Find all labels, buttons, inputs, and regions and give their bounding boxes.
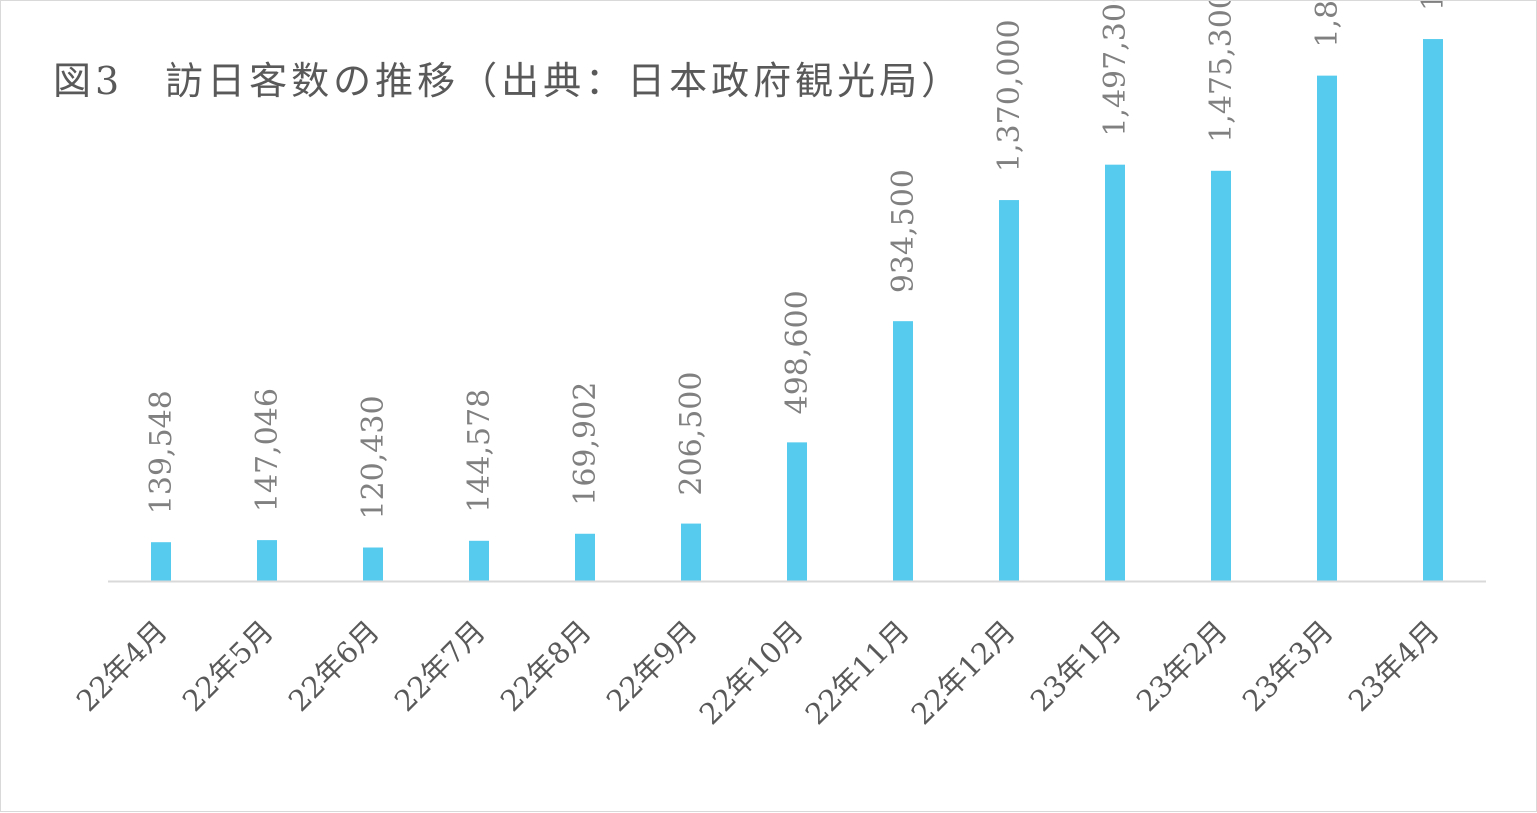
bar-5 bbox=[575, 533, 595, 581]
bars-group bbox=[151, 39, 1443, 582]
x-tick-label-13: 23年4月 bbox=[1342, 614, 1446, 718]
data-label-9: 1,370,000 bbox=[992, 19, 1027, 172]
data-label-12: 1,817,500 bbox=[1310, 1, 1345, 48]
x-tick-label-12: 23年3月 bbox=[1236, 614, 1340, 718]
bar-7 bbox=[787, 442, 807, 581]
data-label-10: 1,497,300 bbox=[1098, 1, 1133, 137]
bar-1 bbox=[151, 542, 171, 581]
bar-11 bbox=[1211, 170, 1231, 582]
x-tick-labels-group: 22年4月 22年5月 22年6月 22年7月 22年8月 22年9月22年10月22年1… bbox=[70, 614, 1446, 731]
data-label-4: 144,578 bbox=[462, 389, 497, 513]
x-tick-label-3: 22年6月 bbox=[282, 614, 386, 718]
bar-2 bbox=[257, 540, 277, 581]
data-label-1: 139,548 bbox=[144, 390, 179, 514]
data-label-2: 147,046 bbox=[250, 388, 285, 512]
x-tick-label-10: 23年1月 bbox=[1024, 614, 1128, 718]
data-label-8: 934,500 bbox=[886, 169, 921, 293]
data-label-11: 1,475,300 bbox=[1204, 1, 1239, 143]
x-tick-label-8: 22年11月 bbox=[799, 614, 916, 731]
data-label-13: 1,949,100 bbox=[1416, 1, 1451, 11]
x-tick-label-9: 22年12月 bbox=[905, 614, 1022, 731]
data-label-7: 498,600 bbox=[780, 290, 815, 414]
bar-10 bbox=[1105, 164, 1125, 582]
x-tick-label-4: 22年7月 bbox=[388, 614, 492, 718]
x-tick-label-2: 22年5月 bbox=[176, 614, 280, 718]
bar-9 bbox=[999, 200, 1019, 581]
bar-12 bbox=[1317, 75, 1337, 582]
x-tick-label-7: 22年10月 bbox=[693, 614, 810, 731]
x-tick-label-1: 22年4月 bbox=[70, 614, 174, 718]
x-tick-label-11: 23年2月 bbox=[1130, 614, 1234, 718]
data-label-6: 206,500 bbox=[674, 372, 709, 496]
bar-3 bbox=[363, 547, 383, 581]
x-tick-label-6: 22年9月 bbox=[600, 614, 704, 718]
x-tick-label-5: 22年8月 bbox=[494, 614, 598, 718]
data-labels-group: 139,548 147,046 120,430 144,578 169,902 206,5… bbox=[144, 1, 1451, 520]
data-label-5: 169,902 bbox=[568, 382, 603, 506]
bar-4 bbox=[469, 540, 489, 581]
bar-6 bbox=[681, 523, 701, 581]
chart-title: 図3 訪日客数の推移（出典：日本政府観光局） bbox=[53, 59, 963, 103]
data-label-3: 120,430 bbox=[356, 395, 391, 519]
bar-13 bbox=[1423, 39, 1443, 582]
bar-8 bbox=[893, 321, 913, 581]
